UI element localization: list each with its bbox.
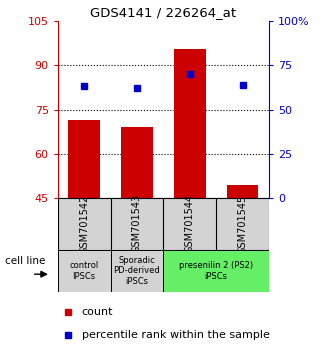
Bar	[68, 120, 100, 198]
Bar	[121, 127, 153, 198]
Text: GSM701545: GSM701545	[238, 194, 248, 253]
Bar	[227, 185, 258, 198]
Bar	[174, 49, 206, 198]
Text: cell line: cell line	[5, 256, 45, 267]
Text: GSM701542: GSM701542	[79, 194, 89, 253]
Text: presenilin 2 (PS2)
iPSCs: presenilin 2 (PS2) iPSCs	[179, 261, 253, 280]
Text: control
IPSCs: control IPSCs	[70, 261, 99, 280]
Bar	[111, 250, 163, 292]
Text: count: count	[82, 307, 113, 318]
Title: GDS4141 / 226264_at: GDS4141 / 226264_at	[90, 6, 236, 19]
Text: percentile rank within the sample: percentile rank within the sample	[82, 330, 269, 341]
Bar	[163, 250, 269, 292]
Bar	[58, 250, 111, 292]
Text: Sporadic
PD-derived
iPSCs: Sporadic PD-derived iPSCs	[114, 256, 160, 286]
Text: GSM701543: GSM701543	[132, 194, 142, 253]
Text: GSM701544: GSM701544	[185, 194, 195, 253]
